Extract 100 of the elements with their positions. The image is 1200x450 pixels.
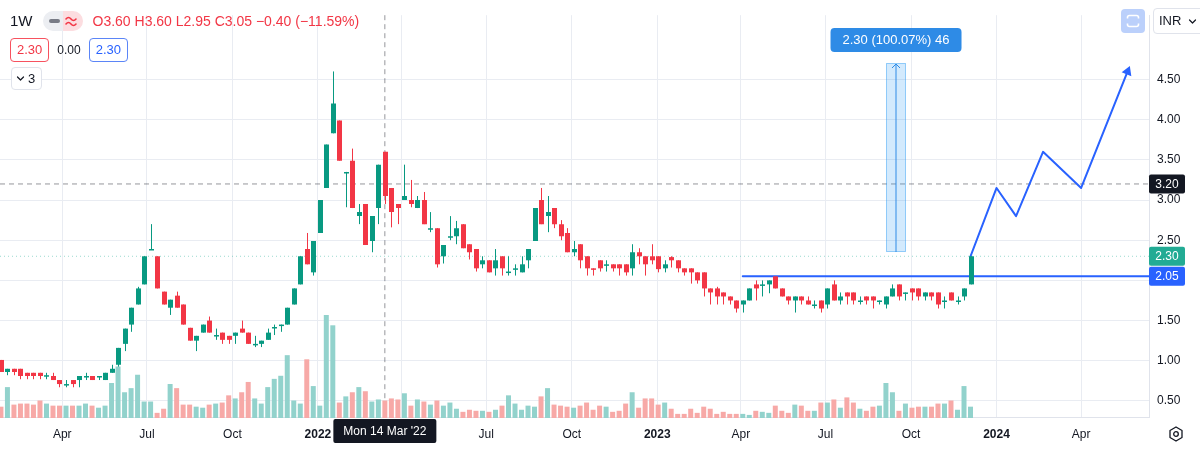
bar xyxy=(356,387,362,418)
bar xyxy=(740,413,746,418)
bar xyxy=(89,405,95,418)
bar xyxy=(479,410,485,418)
bar xyxy=(492,409,498,418)
bar xyxy=(629,392,635,418)
annotation: 2.30 xyxy=(10,38,50,62)
bar xyxy=(174,388,180,418)
bar xyxy=(382,400,388,418)
bar xyxy=(948,400,954,418)
candlestick xyxy=(396,203,401,225)
candlestick xyxy=(942,295,947,310)
candlestick xyxy=(500,255,505,277)
x-tick-label: Apr xyxy=(52,426,72,441)
bar xyxy=(369,401,375,418)
candlestick xyxy=(526,248,531,269)
annotation: 0.00 xyxy=(57,42,81,59)
x-tick-label: Apr xyxy=(1071,426,1091,441)
x-tick-label: Oct xyxy=(223,426,243,441)
bar xyxy=(401,393,407,418)
bar xyxy=(343,396,349,418)
ref-line-label: Mon 14 Mar '22 xyxy=(343,423,427,438)
bar xyxy=(844,397,850,418)
bar xyxy=(414,399,420,418)
y-tick-label: 4.50 xyxy=(1157,71,1181,86)
bar xyxy=(610,411,616,418)
bar xyxy=(239,392,245,418)
bar xyxy=(232,398,238,418)
bar xyxy=(362,391,368,418)
candlestick xyxy=(448,215,453,241)
x-tick-label: 2023 xyxy=(643,426,671,441)
bar xyxy=(70,405,76,418)
candlestick xyxy=(454,220,459,245)
bar xyxy=(564,406,570,418)
bar xyxy=(889,392,895,418)
bar xyxy=(655,404,661,418)
bar xyxy=(896,410,902,418)
bar xyxy=(427,404,433,418)
bar xyxy=(857,408,863,418)
x-tick-label: Oct xyxy=(562,426,582,441)
bar xyxy=(499,405,505,418)
bar xyxy=(636,407,642,418)
bar xyxy=(375,399,381,418)
bar xyxy=(460,411,466,418)
bar xyxy=(746,414,752,418)
annotation: 2.05 xyxy=(1155,269,1179,284)
bar xyxy=(922,406,928,418)
candlestick xyxy=(441,244,446,265)
candlestick xyxy=(552,207,557,229)
chart-title: 1W xyxy=(10,12,33,30)
y-tick-label: 3.00 xyxy=(1157,192,1181,207)
x-tick-label: 2022 xyxy=(304,426,332,441)
x-tick-label: Jul xyxy=(817,426,834,441)
candlestick xyxy=(604,259,609,273)
candlestick xyxy=(428,211,433,233)
candlestick xyxy=(546,195,551,233)
candlestick xyxy=(402,164,407,201)
bar xyxy=(818,402,824,418)
bar xyxy=(245,381,251,418)
ref-line-label: 3.20 xyxy=(1155,176,1179,191)
y-tick-label: 3.50 xyxy=(1157,152,1181,167)
bar xyxy=(336,402,342,418)
bar xyxy=(43,403,49,418)
text: INR xyxy=(1159,12,1182,30)
candlestick xyxy=(754,279,759,301)
candlestick xyxy=(305,232,310,265)
x-tick-label: Jul xyxy=(139,426,155,441)
candlestick xyxy=(357,203,362,225)
x-tick-label: Jul xyxy=(478,426,494,441)
candlestick xyxy=(513,263,518,277)
bar xyxy=(941,403,947,418)
bar xyxy=(831,399,837,418)
bar xyxy=(206,404,212,418)
bar xyxy=(824,402,830,418)
bar xyxy=(96,407,102,418)
candlestick xyxy=(578,243,583,269)
candlestick xyxy=(409,179,414,208)
y-tick-label: 1.00 xyxy=(1157,353,1181,368)
bar xyxy=(4,387,10,418)
y-tick-label: 1.50 xyxy=(1157,312,1181,327)
bar xyxy=(792,404,798,418)
bar xyxy=(304,359,310,418)
bar xyxy=(837,407,843,418)
candlestick xyxy=(702,271,707,297)
bar xyxy=(506,395,511,418)
bar xyxy=(538,396,544,418)
bar xyxy=(50,405,56,418)
bar xyxy=(955,409,960,418)
chart-subtitle: O3.60 H3.60 L2.95 C3.05 −0.40 (−11.59%) xyxy=(92,12,360,30)
annotation: 2.30 (100.07%) 46 xyxy=(830,28,962,52)
ref-line-label: 2.30 xyxy=(1155,249,1179,264)
bar xyxy=(63,405,69,418)
bar xyxy=(486,411,492,418)
candlestick xyxy=(493,248,498,277)
y-tick-label: 0.50 xyxy=(1157,393,1181,408)
bar xyxy=(902,403,908,418)
bar xyxy=(421,401,427,418)
bar xyxy=(167,384,173,418)
candlestick xyxy=(630,243,635,277)
bar xyxy=(453,408,459,418)
